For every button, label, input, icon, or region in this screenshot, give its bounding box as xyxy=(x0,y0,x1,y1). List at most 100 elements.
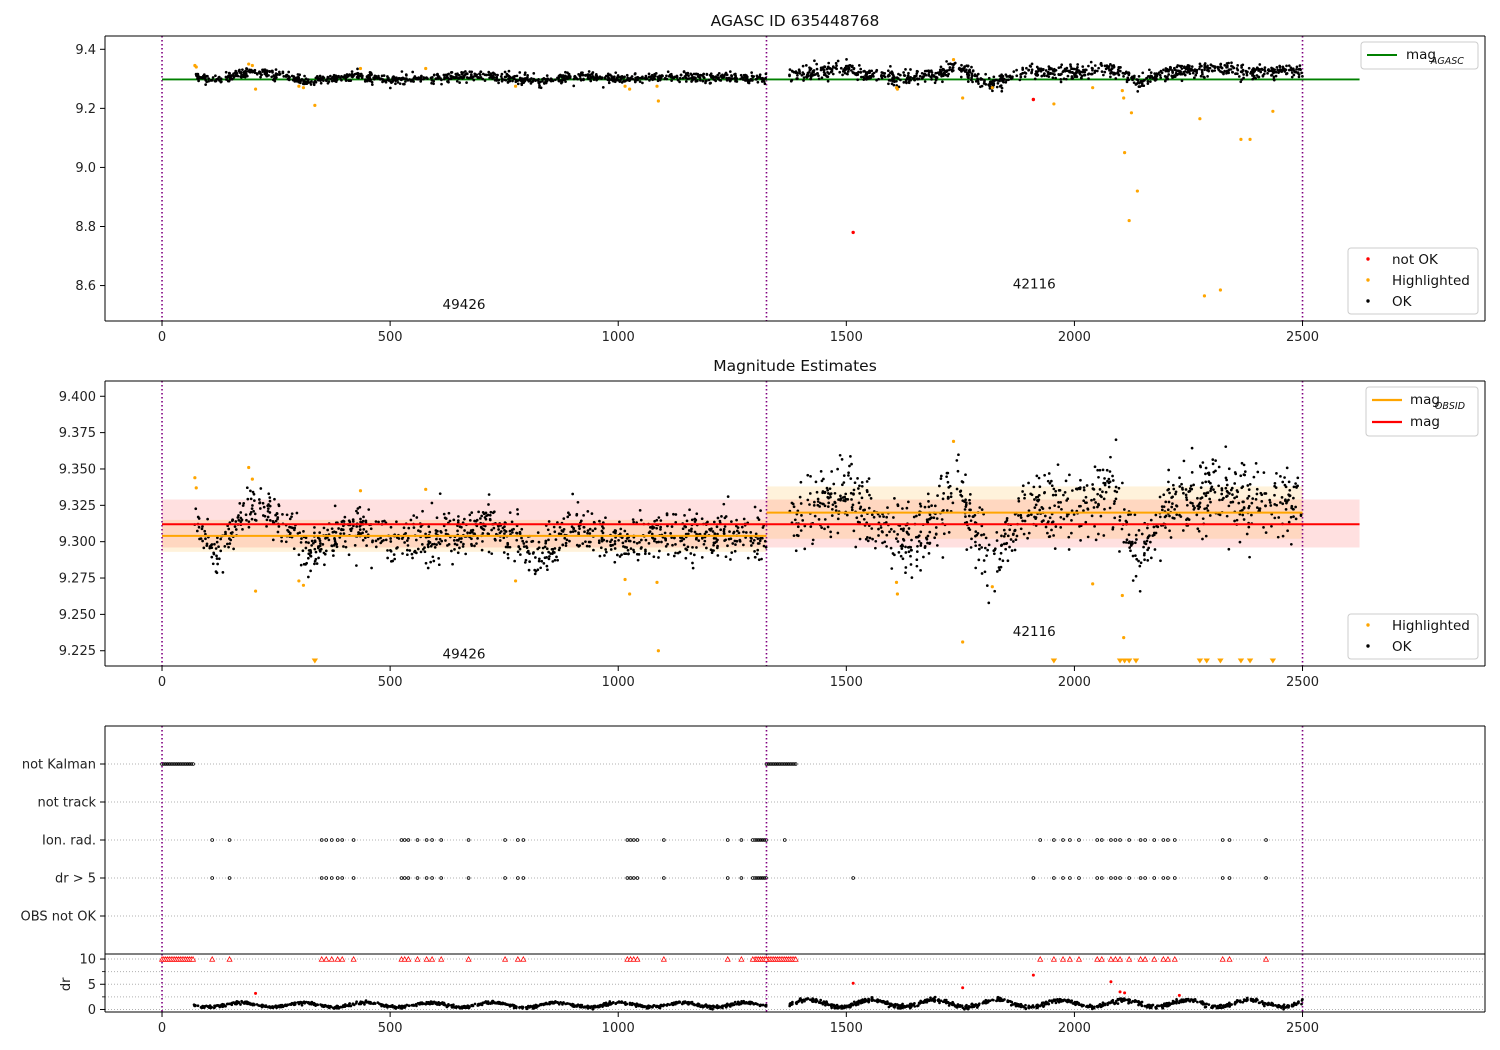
panel-1-ok-point xyxy=(1109,63,1112,66)
panel-1-ok-point xyxy=(939,65,943,69)
panel-1-ok-point xyxy=(791,70,794,73)
panel-2-ok-point xyxy=(1233,482,1237,485)
panel-3-flag-marker xyxy=(756,876,761,880)
panel-2-ok-point xyxy=(1227,504,1231,508)
panel-2-highlighted-point xyxy=(193,476,197,480)
panel-1-ok-point xyxy=(1287,64,1291,68)
panel-3-flag-label: Ion. rad. xyxy=(42,834,96,849)
panel-4-dr-ok-point xyxy=(260,1005,264,1009)
panel-2-ok-point xyxy=(1002,528,1006,532)
panel-2-ok-point xyxy=(956,469,960,473)
panel-2-ok-point xyxy=(850,506,854,509)
panel-2-ok-point xyxy=(1093,524,1096,528)
panel-2-ok-point xyxy=(1168,491,1171,495)
panel-2-ok-point xyxy=(324,549,328,553)
panel-2-ok-point xyxy=(435,516,439,520)
panel-2-ok-point xyxy=(379,536,382,540)
panel-2-ok-point xyxy=(881,530,884,534)
panel-2-ok-point xyxy=(663,531,667,535)
panel-2-ok-point xyxy=(355,525,359,528)
panel-2-ok-point xyxy=(488,518,492,522)
panel-2-ok-point xyxy=(396,546,399,549)
panel-2-ok-point xyxy=(680,539,684,542)
panel-1-highlighted-point xyxy=(656,99,660,103)
panel-1-ok-point xyxy=(1182,70,1185,74)
panel-2-x-tick-label: 2000 xyxy=(1058,675,1091,690)
panel-3-flag-marker xyxy=(182,762,186,766)
panel-1-ok-point xyxy=(1159,76,1163,79)
panel-1-ok-point xyxy=(980,78,984,81)
panel-1-ok-point xyxy=(198,76,201,80)
panel-1-ok-point xyxy=(582,77,585,81)
panel-2-ok-point xyxy=(1000,544,1003,547)
panel-1-ok-point xyxy=(273,77,277,80)
panel-2-ok-point xyxy=(426,566,430,570)
panel-1-ok-point xyxy=(355,72,358,76)
panel-2-ok-point xyxy=(694,537,698,541)
panel-1-ok-point xyxy=(966,75,970,79)
panel-1-ok-point xyxy=(1139,79,1143,83)
panel-1-not-ok-point xyxy=(851,230,855,235)
panel-1-highlighted-point xyxy=(1052,102,1056,106)
panel-1-ok-point xyxy=(231,74,235,78)
panel-2-ok-point xyxy=(1242,518,1246,521)
panel-2-ok-point xyxy=(1104,490,1108,494)
panel-2-ok-point xyxy=(740,525,744,529)
panel-2-ok-point xyxy=(221,571,225,574)
panel-2-ok-point xyxy=(1226,494,1229,498)
panel-2-ok-point xyxy=(342,532,346,535)
panel-2-ok-point xyxy=(854,545,858,549)
panel-2-ok-point xyxy=(197,525,201,529)
panel-2-y-tick-label: 9.375 xyxy=(59,426,96,441)
panel-2-ok-point xyxy=(523,561,527,564)
panel-2-ok-point xyxy=(842,474,846,478)
panel-1-ok-point xyxy=(809,73,813,77)
panel-1-ok-point xyxy=(1245,73,1249,77)
panel-2-ok-point xyxy=(402,526,406,530)
panel-2-ok-point xyxy=(1006,559,1010,563)
panel-2-ok-point xyxy=(488,513,492,517)
panel-3-flag-marker xyxy=(210,876,215,880)
panel-1-ok-point xyxy=(420,74,423,78)
panel-2-ok-point xyxy=(1245,532,1249,536)
panel-2-ok-point xyxy=(939,477,943,480)
panel-2-ok-point xyxy=(516,550,520,554)
panel-2-ok-point xyxy=(1010,549,1014,552)
panel-1-ok-point xyxy=(845,58,848,61)
panel-2-ok-point xyxy=(1279,501,1282,504)
panel-2-ok-point xyxy=(315,562,319,565)
panel-1-ok-point xyxy=(1103,64,1107,68)
panel-1-ok-point xyxy=(808,68,812,72)
panel-2-ok-point xyxy=(1242,506,1246,509)
panel-3-flag-marker xyxy=(1227,876,1232,880)
panel-3-flag-marker xyxy=(662,838,666,842)
panel-2-ok-point xyxy=(1129,513,1132,516)
panel-1-ok-point xyxy=(1132,76,1136,79)
panel-1-ok-point xyxy=(394,82,397,86)
panel-1-ok-point xyxy=(1033,77,1037,81)
panel-2-ok-point xyxy=(424,532,427,536)
panel-1-ok-point xyxy=(789,79,793,83)
panel-1-ok-point xyxy=(809,77,812,81)
panel-2-ok-point xyxy=(1248,555,1251,559)
panel-2-ok-point xyxy=(405,539,409,542)
panel-3-flag-marker xyxy=(662,876,666,880)
panel-2-ok-point xyxy=(1077,486,1080,490)
panel-2-y-tick-label: 9.325 xyxy=(59,499,96,514)
panel-1-ok-point xyxy=(612,75,616,79)
panel-1-ok-point xyxy=(922,75,925,78)
panel-2-ok-point xyxy=(867,506,871,510)
panel-2-ok-point xyxy=(1111,479,1115,482)
panel-1-ok-point xyxy=(196,74,200,78)
panel-2-ok-point xyxy=(682,543,686,547)
panel-4-dr-ok-point xyxy=(315,1003,319,1006)
panel-2-ok-point xyxy=(935,517,939,520)
panel-2-ok-point xyxy=(618,520,621,524)
panel-3-flag-marker xyxy=(758,838,763,842)
panel-2-ok-point xyxy=(1004,547,1007,551)
panel-2-ok-point xyxy=(475,542,478,545)
panel-1-ok-point xyxy=(270,69,274,73)
panel-1-ok-point xyxy=(591,76,595,79)
panel-1-ok-point xyxy=(741,78,745,81)
